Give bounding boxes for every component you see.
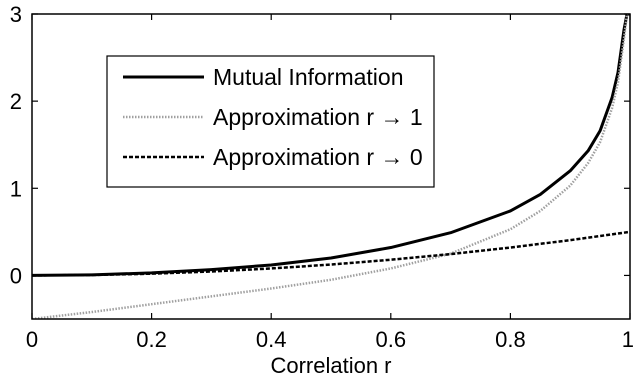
y-tick-label: 3 — [10, 2, 22, 27]
y-tick-label: 2 — [10, 89, 22, 114]
series-line-1 — [32, 14, 630, 277]
y-tick-label: 1 — [10, 176, 22, 201]
legend-label-1: Mutual Information — [213, 64, 403, 90]
x-axis-label: Correlation r — [270, 353, 391, 377]
x-tick-label: 0.6 — [376, 327, 407, 352]
x-tick-label: 0.8 — [495, 327, 526, 352]
legend-label-3: Approximation r → 0 — [213, 144, 423, 170]
legend: Mutual Information Approximation r → 1 App… — [106, 55, 435, 188]
x-tick-label: 1 — [622, 327, 634, 352]
ticks-layer: 0 0.2 0.4 0.6 0.8 1 0 1 2 3 — [10, 2, 634, 352]
x-tick-label: 0.4 — [256, 327, 287, 352]
x-tick-label: 0.2 — [136, 327, 167, 352]
series-layer — [32, 14, 630, 319]
series-line-3 — [32, 230, 630, 277]
x-tick-label: 0 — [26, 327, 38, 352]
series-line-2 — [32, 14, 630, 319]
legend-label-2: Approximation r → 1 — [213, 104, 423, 130]
plot-frame — [31, 13, 631, 320]
y-tick-label: 0 — [10, 263, 22, 288]
